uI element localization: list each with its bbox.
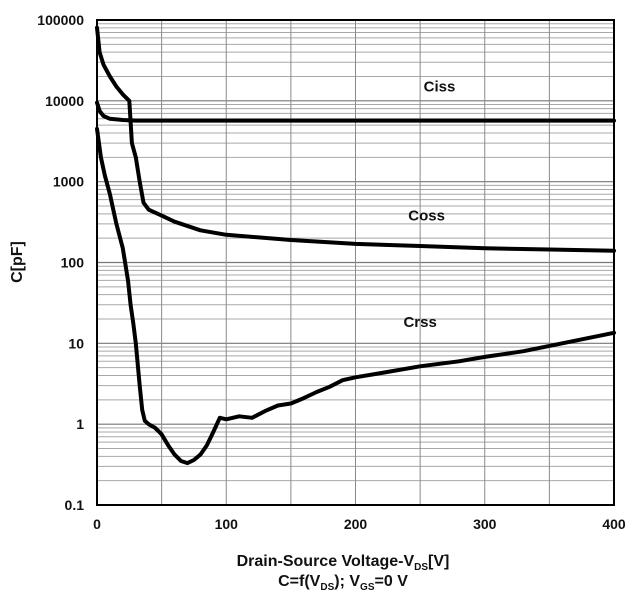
- caption-sub-2: GS: [360, 582, 375, 593]
- series-line-crss: [95, 126, 616, 466]
- series-lines: [95, 25, 616, 466]
- x-axis-title: Drain-Source Voltage-VDS[V]: [237, 553, 450, 573]
- series-label-ciss: Ciss: [424, 79, 456, 96]
- caption-part-2: ); V: [334, 573, 360, 590]
- chart-caption: C=f(VDS); VGS=0 V: [278, 573, 408, 593]
- y-axis-ticks: 0.1 1 10 100 1000 10000 100000: [37, 12, 84, 513]
- x-tick-label: 300: [473, 516, 497, 532]
- chart-grid: [97, 20, 614, 506]
- x-axis-title-unit: [V]: [428, 553, 449, 570]
- x-tick-label: 200: [344, 516, 368, 532]
- series-label-coss: Coss: [408, 208, 445, 225]
- x-axis-title-sub: DS: [414, 562, 428, 573]
- y-tick-label: 100000: [37, 12, 84, 28]
- y-tick-label: 100: [61, 255, 85, 271]
- x-axis-title-main: Drain-Source Voltage-V: [237, 553, 415, 570]
- series-line-ciss: [95, 100, 616, 123]
- series-labels: Ciss Coss Crss: [403, 79, 455, 331]
- x-tick-label: 0: [93, 516, 101, 532]
- y-tick-label: 1: [76, 416, 84, 432]
- caption-sub-1: DS: [320, 582, 334, 593]
- caption-part-3: =0 V: [375, 573, 409, 590]
- series-line-coss: [95, 25, 616, 253]
- y-tick-label: 0.1: [65, 497, 85, 513]
- plot-frame: [96, 19, 615, 506]
- x-tick-label: 100: [215, 516, 239, 532]
- series-label-crss: Crss: [403, 314, 436, 331]
- x-tick-label: 400: [602, 516, 626, 532]
- y-tick-label: 1000: [53, 174, 84, 190]
- caption-part-1: C=f(V: [278, 573, 321, 590]
- x-axis-ticks: 0 100 200 300 400: [93, 516, 626, 532]
- y-tick-label: 10: [68, 335, 84, 351]
- y-axis-title: C[pF]: [9, 241, 26, 283]
- y-tick-label: 10000: [45, 93, 84, 109]
